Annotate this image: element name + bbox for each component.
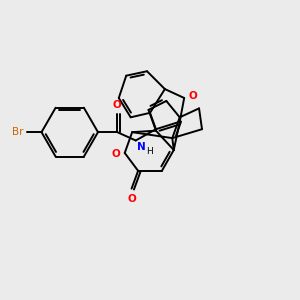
Text: O: O — [188, 91, 197, 101]
Text: O: O — [127, 194, 136, 204]
Text: N: N — [137, 142, 146, 152]
Text: O: O — [113, 100, 122, 110]
Text: O: O — [111, 148, 120, 159]
Text: Br: Br — [12, 127, 24, 137]
Text: H: H — [146, 147, 153, 156]
